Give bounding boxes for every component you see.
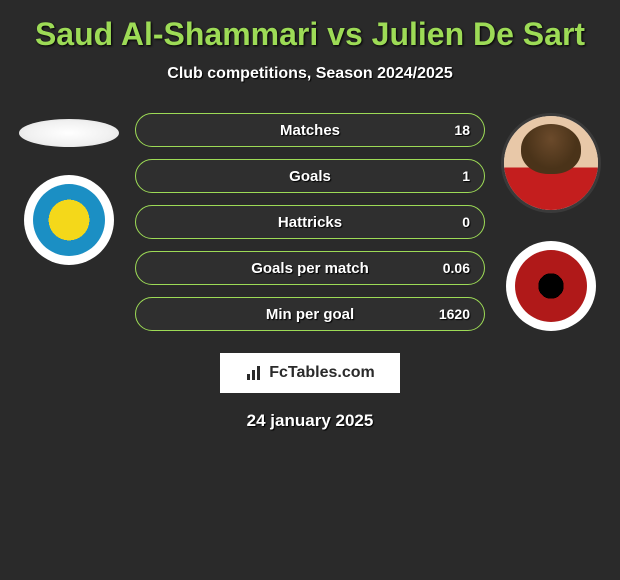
stat-label: Hattricks bbox=[278, 214, 342, 231]
watermark-text: FcTables.com bbox=[269, 364, 375, 382]
club-left-crest-icon bbox=[33, 184, 105, 256]
stat-row: Min per goal 1620 bbox=[135, 297, 485, 331]
stat-value-right: 0.06 bbox=[443, 260, 470, 276]
comparison-infographic: Saud Al-Shammari vs Julien De Sart Club … bbox=[0, 0, 620, 441]
stat-label: Min per goal bbox=[266, 306, 354, 323]
club-left-logo bbox=[24, 175, 114, 265]
stat-row: Hattricks 0 bbox=[135, 205, 485, 239]
stat-value-right: 1620 bbox=[439, 306, 470, 322]
stat-label: Matches bbox=[280, 122, 340, 139]
stats-list: Matches 18 Goals 1 Hattricks 0 Goals per match… bbox=[135, 113, 485, 331]
date-label: 24 january 2025 bbox=[0, 411, 620, 431]
player-right-avatar bbox=[501, 113, 601, 213]
player-right-photo bbox=[504, 116, 598, 210]
chart-icon bbox=[245, 364, 263, 382]
stat-row: Goals 1 bbox=[135, 159, 485, 193]
page-title: Saud Al-Shammari vs Julien De Sart bbox=[0, 16, 620, 53]
player-left-avatar bbox=[19, 119, 119, 147]
watermark-badge: FcTables.com bbox=[220, 353, 400, 393]
club-right-logo bbox=[506, 241, 596, 331]
stat-row: Goals per match 0.06 bbox=[135, 251, 485, 285]
stat-label: Goals bbox=[289, 168, 331, 185]
stat-value-right: 1 bbox=[462, 168, 470, 184]
comparison-body: Matches 18 Goals 1 Hattricks 0 Goals per match… bbox=[0, 113, 620, 331]
stat-label: Goals per match bbox=[251, 260, 369, 277]
stat-row: Matches 18 bbox=[135, 113, 485, 147]
club-right-crest-icon bbox=[515, 250, 587, 322]
stat-value-right: 0 bbox=[462, 214, 470, 230]
subtitle: Club competitions, Season 2024/2025 bbox=[0, 65, 620, 83]
right-column bbox=[495, 113, 607, 331]
left-column bbox=[13, 113, 125, 265]
stat-value-right: 18 bbox=[454, 122, 470, 138]
